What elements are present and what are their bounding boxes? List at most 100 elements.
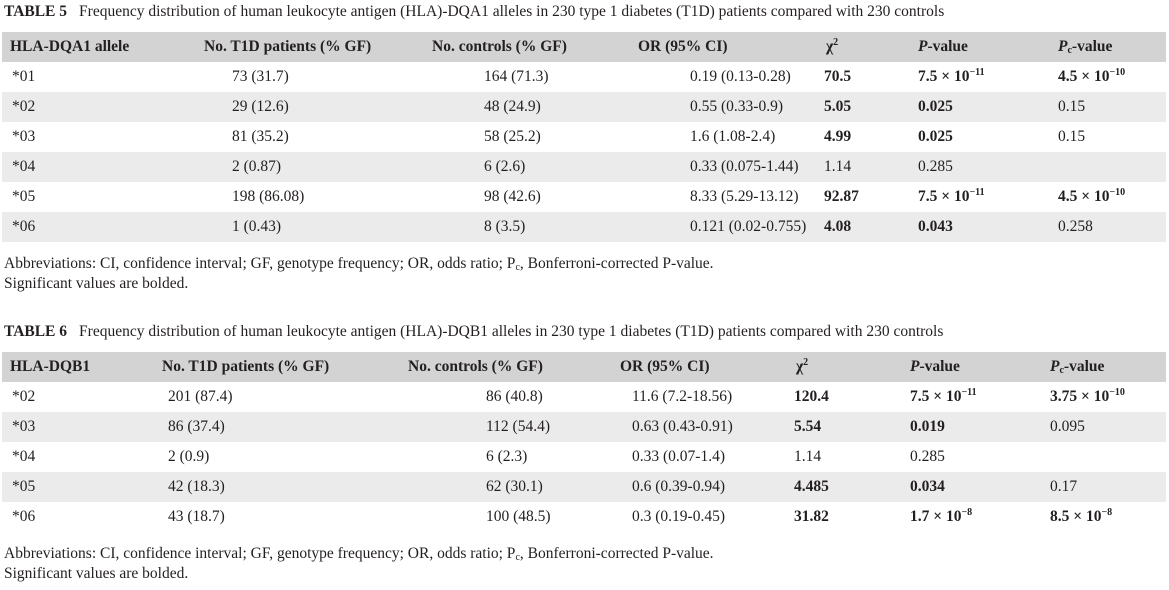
cell-allele: *05 [2,182,144,212]
cell-or: 0.55 (0.33-0.9) [586,92,816,122]
cell-controls-value: 100 (48.5) [486,508,551,525]
cell-pc-value: 0.095 [1050,418,1085,435]
cell-pc: 0.258 [1050,212,1166,242]
cell-p-value: 7.5 × 10 [918,68,970,85]
cell-allele: *03 [2,122,144,152]
cell-p-value: 0.019 [910,418,945,435]
col-header-chi: χ2 [776,352,902,382]
pc-symbol: P [1058,38,1068,55]
cell-or: 0.33 (0.07-1.4) [608,442,776,472]
cell-or: 0.121 (0.02-0.755) [586,212,816,242]
cell-allele: *03 [2,412,144,442]
cell-or-value: 11.6 (7.2-18.56) [632,388,733,405]
cell-allele-value: *06 [12,508,36,525]
cell-controls-value: 6 (2.6) [484,158,526,175]
abbrev-text: Abbreviations: CI, confidence interval; … [4,255,516,272]
cell-t1d-value: 86 (37.4) [168,418,225,435]
cell-or-value: 8.33 (5.29-13.12) [690,188,799,205]
cell-t1d-value: 29 (12.6) [232,98,289,115]
cell-p: 7.5 × 10−11 [902,382,1042,412]
cell-or-value: 0.6 (0.39-0.94) [632,478,725,495]
cell-t1d-value: 43 (18.7) [168,508,225,525]
cell-controls-value: 112 (54.4) [486,418,550,435]
cell-chi: 4.99 [816,122,910,152]
table-caption-text: Frequency distribution of human leukocyt… [79,3,945,20]
cell-pc: 0.15 [1050,92,1166,122]
cell-p: 7.5 × 10−11 [910,62,1050,92]
p-symbol: P [910,358,920,375]
cell-or-value: 1.6 (1.08-2.4) [690,128,776,145]
cell-chi-value: 5.05 [824,98,852,115]
cell-pc: 4.5 × 10−10 [1050,62,1166,92]
significance-note: Significant values are bolded. [4,275,189,292]
abbreviations-note: Abbreviations: CI, confidence interval; … [4,254,1166,274]
cell-allele-value: *06 [12,218,36,235]
cell-pc: 3.75 × 10−10 [1042,382,1166,412]
cell-controls: 164 (71.3) [384,62,586,92]
chi-superscript: 2 [803,357,809,368]
cell-pc [1042,442,1166,472]
col-header-controls: No. controls (% GF) [408,358,543,375]
pc-suffix: -value [1071,38,1113,55]
cell-allele-value: *05 [12,478,36,495]
cell-t1d-value: 73 (31.7) [232,68,289,85]
cell-or-value: 0.3 (0.19-0.45) [632,508,725,525]
cell-p: 0.285 [910,152,1050,182]
pc-suffix: -value [1063,358,1105,375]
cell-or: 0.63 (0.43-0.91) [608,412,776,442]
cell-controls: 48 (24.9) [384,92,586,122]
cell-t1d-value: 2 (0.87) [232,158,282,175]
col-header-or: OR (95% CI) [638,38,728,55]
cell-pc-value: 0.15 [1058,128,1086,145]
data-table: HLA-DQA1 allele No. T1D patients (% GF) … [2,32,1166,242]
cell-allele-value: *03 [12,418,36,435]
abbrev-tail: , Bonferroni-corrected P-value. [519,255,714,272]
cell-pc-value: 0.15 [1058,98,1086,115]
cell-chi-value: 4.99 [824,128,852,145]
col-header-pc: Pc-value [1050,32,1166,62]
cell-chi-value: 1.14 [794,448,822,465]
cell-allele: *02 [2,92,144,122]
cell-or-value: 0.55 (0.33-0.9) [690,98,783,115]
cell-p-exponent: −11 [969,67,985,78]
chi-symbol: χ [796,358,804,375]
cell-or: 0.3 (0.19-0.45) [608,502,776,532]
cell-chi: 1.14 [776,442,902,472]
table-row: *04 2 (0.87) 6 (2.6) 0.33 (0.075-1.44) 1.14 0… [2,152,1166,182]
cell-chi: 4.08 [816,212,910,242]
cell-allele-value: *05 [12,188,36,205]
cell-p-value: 0.285 [918,158,953,175]
table-caption-text: Frequency distribution of human leukocyt… [79,323,944,340]
cell-chi: 92.87 [816,182,910,212]
cell-pc-exponent: −10 [1109,187,1126,198]
cell-controls: 100 (48.5) [398,502,608,532]
cell-allele: *06 [2,212,144,242]
cell-chi-value: 120.4 [794,388,829,405]
cell-controls: 98 (42.6) [384,182,586,212]
cell-controls: 8 (3.5) [384,212,586,242]
cell-t1d: 2 (0.9) [144,442,398,472]
cell-controls: 6 (2.6) [384,152,586,182]
cell-or: 0.6 (0.39-0.94) [608,472,776,502]
cell-controls: 112 (54.4) [398,412,608,442]
cell-chi: 4.485 [776,472,902,502]
table-footnotes: Abbreviations: CI, confidence interval; … [2,544,1166,584]
cell-p-value: 0.285 [910,448,945,465]
cell-t1d: 81 (35.2) [144,122,384,152]
cell-allele-value: *02 [12,98,36,115]
cell-pc-value: 0.17 [1050,478,1078,495]
cell-allele: *01 [2,62,144,92]
cell-p: 0.285 [902,442,1042,472]
cell-p-exponent: −11 [969,187,985,198]
table-label: TABLE 5 [4,3,68,20]
col-header-t1d: No. T1D patients (% GF) [162,358,330,375]
chi-superscript: 2 [833,37,839,48]
cell-t1d-value: 81 (35.2) [232,128,289,145]
cell-or: 0.19 (0.13-0.28) [586,62,816,92]
chi-symbol: χ [826,38,834,55]
col-header-allele: HLA-DQB1 [10,358,91,375]
cell-t1d: 29 (12.6) [144,92,384,122]
table-footnotes: Abbreviations: CI, confidence interval; … [2,254,1166,294]
cell-p: 0.025 [910,92,1050,122]
cell-p-value: 0.043 [918,218,953,235]
